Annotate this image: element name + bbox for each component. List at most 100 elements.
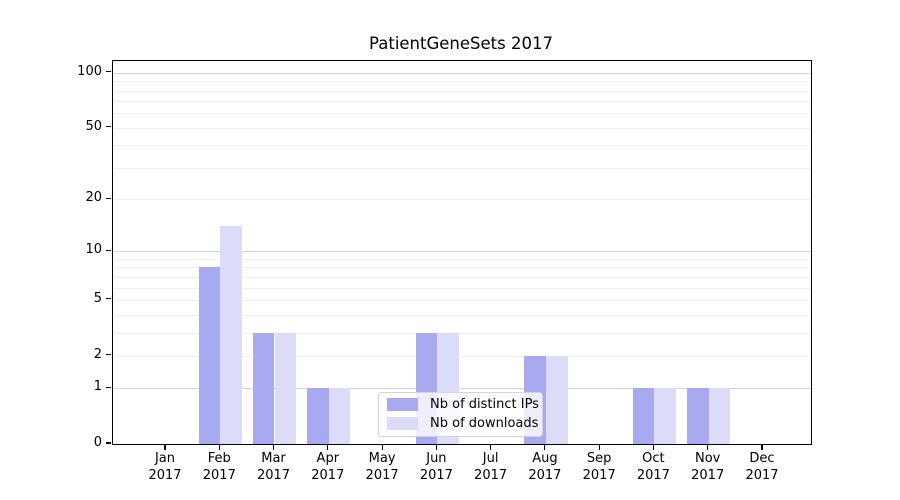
legend-label: Nb of downloads bbox=[430, 416, 539, 431]
bar-distinct-ips bbox=[632, 388, 655, 444]
y-tick bbox=[106, 354, 111, 356]
x-tick-label: Oct 2017 bbox=[621, 451, 685, 484]
h-gridline-minor bbox=[113, 355, 811, 357]
h-gridline-minor bbox=[113, 167, 811, 169]
y-tick bbox=[106, 249, 111, 251]
bar-distinct-ips bbox=[252, 332, 275, 444]
x-tick-year: 2017 bbox=[256, 467, 291, 483]
bar-downloads bbox=[545, 355, 568, 444]
x-tick bbox=[761, 444, 763, 450]
bar-downloads bbox=[708, 388, 731, 444]
legend-item-distinct-ips: Nb of distinct IPs bbox=[387, 397, 539, 412]
x-tick-month: Aug bbox=[532, 451, 558, 466]
x-tick bbox=[652, 444, 654, 450]
x-tick bbox=[544, 444, 546, 450]
h-gridline-minor bbox=[113, 314, 811, 316]
y-tick bbox=[106, 71, 111, 73]
y-tick bbox=[106, 298, 111, 300]
x-tick-month: Apr bbox=[316, 451, 340, 466]
x-tick-year: 2017 bbox=[419, 467, 453, 483]
x-tick-year: 2017 bbox=[311, 467, 345, 483]
bar-downloads bbox=[654, 388, 677, 444]
chart-title: PatientGeneSets 2017 bbox=[369, 34, 553, 53]
x-tick-month: Mar bbox=[261, 451, 286, 466]
y-tick-label: 1 bbox=[93, 379, 102, 395]
x-tick bbox=[598, 444, 600, 450]
x-tick-label: Apr 2017 bbox=[296, 451, 360, 484]
h-gridline-minor bbox=[113, 332, 811, 334]
x-tick-year: 2017 bbox=[528, 467, 562, 483]
plot-area bbox=[112, 60, 812, 445]
bar-distinct-ips bbox=[687, 388, 709, 444]
y-tick-label: 100 bbox=[77, 63, 102, 79]
h-gridline-minor bbox=[113, 127, 811, 129]
x-tick-label: Jun 2017 bbox=[404, 451, 468, 484]
x-tick bbox=[327, 444, 329, 450]
bar-downloads bbox=[328, 388, 351, 444]
y-tick bbox=[106, 442, 111, 444]
x-tick bbox=[218, 444, 220, 450]
x-tick bbox=[164, 444, 166, 450]
x-tick-label: Feb 2017 bbox=[187, 451, 251, 484]
x-tick-month: May bbox=[368, 451, 396, 466]
y-tick bbox=[106, 386, 111, 388]
h-gridline-minor bbox=[113, 101, 811, 103]
h-gridline-minor bbox=[113, 145, 811, 147]
x-tick bbox=[490, 444, 492, 450]
h-gridline-major bbox=[113, 388, 811, 390]
legend-swatch-distinct-ips bbox=[387, 398, 418, 411]
legend: Nb of distinct IPs Nb of downloads bbox=[378, 391, 543, 437]
h-gridline-minor bbox=[113, 276, 811, 278]
x-tick-month: Dec bbox=[749, 451, 775, 466]
x-tick-month: Jan bbox=[154, 451, 176, 466]
bar-downloads bbox=[220, 226, 242, 444]
x-tick-year: 2017 bbox=[365, 467, 399, 483]
h-gridline-minor bbox=[113, 81, 811, 83]
x-tick-label: Nov 2017 bbox=[676, 451, 740, 484]
y-tick-label: 20 bbox=[85, 190, 102, 206]
x-tick-label: Sep 2017 bbox=[567, 451, 631, 484]
y-tick bbox=[106, 197, 111, 199]
x-tick-month: Nov bbox=[695, 451, 721, 466]
h-gridline-minor bbox=[113, 267, 811, 269]
x-tick-year: 2017 bbox=[582, 467, 616, 483]
h-gridline-major bbox=[113, 72, 811, 74]
legend-swatch-downloads bbox=[387, 417, 418, 430]
legend-item-downloads: Nb of downloads bbox=[387, 416, 538, 431]
y-tick-label: 50 bbox=[85, 118, 102, 134]
h-gridline-minor bbox=[113, 258, 811, 260]
y-tick-label: 5 bbox=[93, 290, 102, 306]
x-tick bbox=[707, 444, 709, 450]
y-tick-label: 10 bbox=[85, 242, 102, 258]
gridlines-layer bbox=[113, 61, 811, 444]
x-tick-year: 2017 bbox=[745, 467, 779, 483]
x-tick-year: 2017 bbox=[691, 467, 725, 483]
h-gridline-minor bbox=[113, 287, 811, 289]
h-gridline-minor bbox=[113, 199, 811, 201]
bar-distinct-ips bbox=[198, 267, 221, 444]
x-tick-label: Jul 2017 bbox=[459, 451, 523, 484]
x-tick-month: Jul bbox=[482, 451, 499, 466]
x-tick-year: 2017 bbox=[148, 467, 182, 483]
x-tick bbox=[381, 444, 383, 450]
x-tick-label: Aug 2017 bbox=[513, 451, 577, 484]
x-tick-label: May 2017 bbox=[350, 451, 414, 484]
y-tick-label: 0 bbox=[93, 435, 102, 450]
x-tick-year: 2017 bbox=[636, 467, 670, 483]
x-tick-year: 2017 bbox=[202, 467, 236, 483]
x-tick-label: Dec 2017 bbox=[730, 451, 794, 484]
x-tick-month: Jun bbox=[426, 451, 447, 466]
x-tick bbox=[435, 444, 437, 450]
h-gridline-minor bbox=[113, 113, 811, 115]
x-tick-label: Mar 2017 bbox=[242, 451, 306, 484]
h-gridline-minor bbox=[113, 90, 811, 92]
x-tick-month: Oct bbox=[642, 451, 665, 466]
h-gridline-minor bbox=[113, 299, 811, 301]
bar-distinct-ips bbox=[307, 388, 329, 444]
y-tick bbox=[106, 126, 111, 128]
x-tick-month: Sep bbox=[586, 451, 612, 466]
x-tick-year: 2017 bbox=[474, 467, 508, 483]
bar-downloads bbox=[274, 332, 297, 444]
